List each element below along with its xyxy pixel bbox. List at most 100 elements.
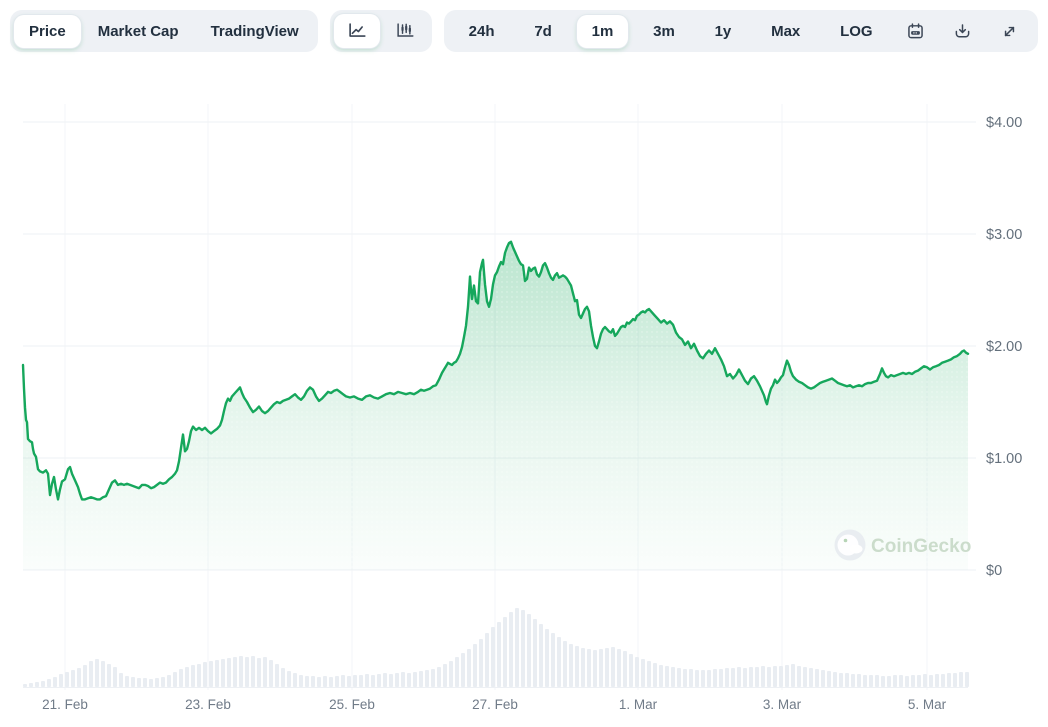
volume-bar xyxy=(353,675,357,687)
volume-bar xyxy=(809,668,813,687)
volume-bar xyxy=(71,670,75,687)
volume-bar xyxy=(383,673,387,687)
volume-bar xyxy=(125,676,129,687)
volume-bar xyxy=(545,629,549,687)
volume-bar xyxy=(905,676,909,687)
volume-bar xyxy=(521,610,525,687)
volume-bar xyxy=(491,627,495,687)
volume-bar xyxy=(245,657,249,687)
volume-bar xyxy=(701,670,705,687)
volume-bar xyxy=(425,670,429,687)
volume-bar xyxy=(653,663,657,687)
volume-bar xyxy=(797,666,801,687)
volume-bar xyxy=(953,673,957,687)
volume-bar xyxy=(659,665,663,687)
volume-bar xyxy=(539,624,543,687)
volume-bar xyxy=(407,673,411,687)
volume-bar xyxy=(611,647,615,687)
line-chart-icon xyxy=(348,23,366,37)
volume-bar xyxy=(497,622,501,687)
line-chart-type-button[interactable] xyxy=(333,14,380,48)
price-line xyxy=(21,240,970,501)
volume-bar xyxy=(221,659,225,687)
volume-bar xyxy=(593,650,597,687)
coingecko-watermark: CoinGecko xyxy=(834,529,971,561)
expand-icon xyxy=(1004,26,1015,36)
volume-bar xyxy=(449,661,453,687)
volume-bar xyxy=(779,666,783,687)
x-axis-label: 21. Feb xyxy=(42,697,88,712)
chart-type-group xyxy=(329,10,432,52)
candlestick-chart-type-button[interactable] xyxy=(382,14,428,48)
volume-bar xyxy=(431,669,435,687)
volume-bar xyxy=(899,675,903,687)
volume-bar xyxy=(59,674,63,687)
volume-bar xyxy=(89,661,93,687)
volume-bar xyxy=(725,668,729,687)
fullscreen-button[interactable] xyxy=(991,15,1028,48)
volume-bar xyxy=(305,676,309,687)
volume-bar xyxy=(77,668,81,687)
range-group: 24h 7d 1m 3m 1y Max LOG xyxy=(443,10,1038,52)
volume-bar xyxy=(377,674,381,687)
log-scale-toggle[interactable]: LOG xyxy=(825,15,888,48)
volume-bar xyxy=(767,667,771,687)
tab-market-cap[interactable]: Market Cap xyxy=(83,15,194,48)
volume-bar xyxy=(791,664,795,687)
volume-bar xyxy=(707,670,711,687)
volume-bar xyxy=(599,649,603,687)
volume-bar xyxy=(65,672,69,687)
volume-bar xyxy=(365,674,369,687)
range-24h[interactable]: 24h xyxy=(454,15,510,48)
volume-bar xyxy=(737,667,741,687)
volume-bar xyxy=(581,648,585,687)
volume-bar xyxy=(167,675,171,687)
volume-bar xyxy=(665,666,669,687)
volume-bar xyxy=(839,673,843,687)
volume-bar xyxy=(401,672,405,687)
volume-bar xyxy=(197,664,201,687)
range-1m[interactable]: 1m xyxy=(576,14,629,48)
plot-layer: 21. Feb 23. Feb 25. Feb 27. Feb 1. Mar 3. Mar… xyxy=(21,104,1022,712)
tab-price[interactable]: Price xyxy=(14,14,81,48)
volume-bar xyxy=(689,669,693,687)
volume-bar xyxy=(479,639,483,687)
range-max[interactable]: Max xyxy=(756,15,815,48)
range-3m[interactable]: 3m xyxy=(638,15,690,48)
volume-bar xyxy=(911,675,915,687)
x-axis-label: 1. Mar xyxy=(619,697,658,712)
volume-bar xyxy=(53,677,57,687)
volume-bar xyxy=(557,637,561,687)
volume-bar xyxy=(569,644,573,687)
range-7d[interactable]: 7d xyxy=(519,15,567,48)
volume-bar xyxy=(509,612,513,687)
volume-bar xyxy=(191,665,195,687)
volume-bar xyxy=(677,668,681,687)
volume-bar xyxy=(143,678,147,687)
volume-bar xyxy=(251,656,255,687)
volume-bar xyxy=(119,673,123,687)
volume-bar xyxy=(233,657,237,687)
volume-bar xyxy=(185,667,189,687)
volume-bar xyxy=(257,658,261,687)
volume-bar xyxy=(773,666,777,687)
volume-bar xyxy=(515,608,519,687)
x-axis-label: 23. Feb xyxy=(185,697,231,712)
date-range-button[interactable] xyxy=(897,15,934,48)
download-chart-button[interactable] xyxy=(944,15,981,48)
chart-plot-area[interactable] xyxy=(23,100,968,690)
volume-bar xyxy=(341,675,345,687)
y-axis-label: $3.00 xyxy=(986,227,1022,243)
tab-tradingview[interactable]: TradingView xyxy=(196,15,314,48)
volume-bar xyxy=(323,676,327,687)
volume-bar xyxy=(881,676,885,687)
y-axis-label: $0 xyxy=(986,563,1002,579)
volume-bar xyxy=(863,675,867,687)
volume-bar xyxy=(47,679,51,687)
volume-bar xyxy=(419,671,423,687)
coingecko-logo-eye xyxy=(843,538,848,543)
range-1y[interactable]: 1y xyxy=(700,15,747,48)
volume-bar xyxy=(629,654,633,687)
volume-bar xyxy=(239,656,243,687)
volume-bar xyxy=(83,665,87,687)
